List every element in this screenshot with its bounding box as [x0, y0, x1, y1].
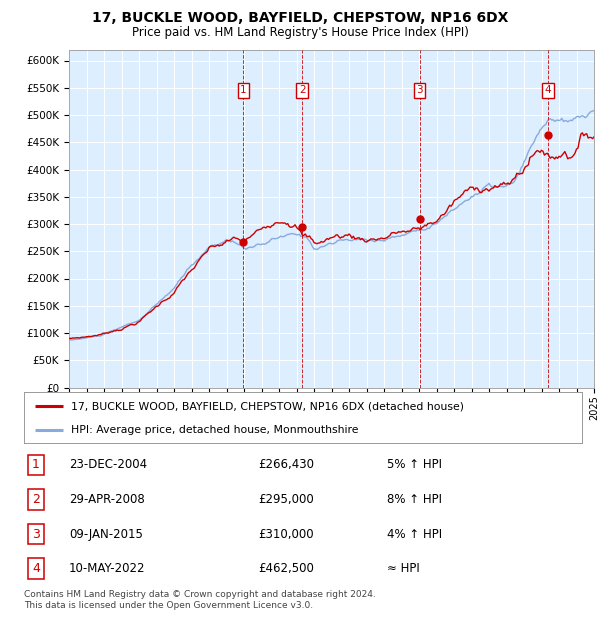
Text: 29-APR-2008: 29-APR-2008	[69, 493, 145, 506]
Text: Contains HM Land Registry data © Crown copyright and database right 2024.
This d: Contains HM Land Registry data © Crown c…	[24, 590, 376, 609]
Text: 5% ↑ HPI: 5% ↑ HPI	[387, 458, 442, 471]
Text: 8% ↑ HPI: 8% ↑ HPI	[387, 493, 442, 506]
Text: £310,000: £310,000	[258, 528, 314, 541]
Text: £295,000: £295,000	[258, 493, 314, 506]
Text: 3: 3	[32, 528, 40, 541]
Text: £266,430: £266,430	[258, 458, 314, 471]
Text: Price paid vs. HM Land Registry's House Price Index (HPI): Price paid vs. HM Land Registry's House …	[131, 26, 469, 39]
Text: 17, BUCKLE WOOD, BAYFIELD, CHEPSTOW, NP16 6DX: 17, BUCKLE WOOD, BAYFIELD, CHEPSTOW, NP1…	[92, 11, 508, 25]
Text: 10-MAY-2022: 10-MAY-2022	[69, 562, 146, 575]
Text: 1: 1	[32, 458, 40, 471]
Text: 17, BUCKLE WOOD, BAYFIELD, CHEPSTOW, NP16 6DX (detached house): 17, BUCKLE WOOD, BAYFIELD, CHEPSTOW, NP1…	[71, 401, 464, 411]
Text: 2: 2	[299, 85, 305, 95]
Text: HPI: Average price, detached house, Monmouthshire: HPI: Average price, detached house, Monm…	[71, 425, 359, 435]
Text: 4% ↑ HPI: 4% ↑ HPI	[387, 528, 442, 541]
Text: 2: 2	[32, 493, 40, 506]
Text: 3: 3	[416, 85, 423, 95]
Text: 09-JAN-2015: 09-JAN-2015	[69, 528, 143, 541]
Text: 4: 4	[32, 562, 40, 575]
Text: 4: 4	[544, 85, 551, 95]
Text: ≈ HPI: ≈ HPI	[387, 562, 420, 575]
Text: £462,500: £462,500	[258, 562, 314, 575]
Text: 23-DEC-2004: 23-DEC-2004	[69, 458, 147, 471]
Text: 1: 1	[240, 85, 247, 95]
